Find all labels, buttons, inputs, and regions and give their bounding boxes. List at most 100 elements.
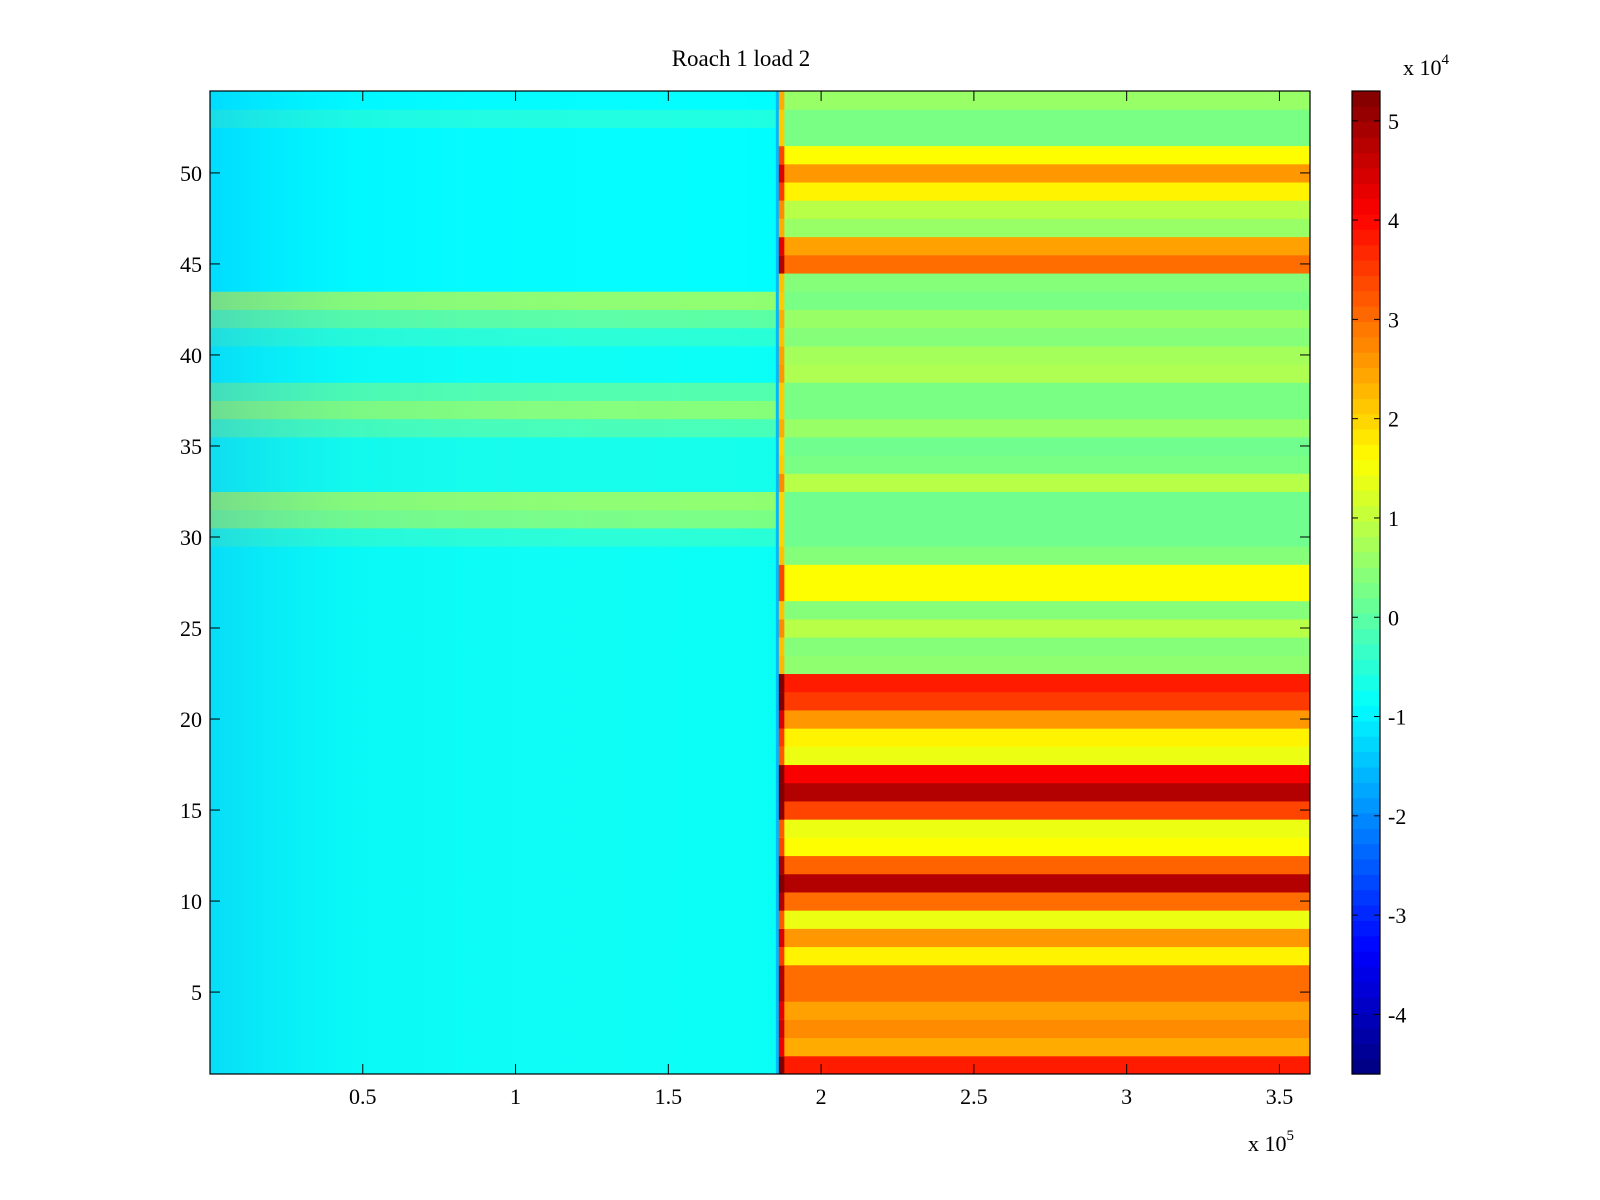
heatmap-cell-right-row-35 — [778, 436, 1310, 456]
colorbar-swatch — [1352, 474, 1380, 491]
heatmap-onset-row-2 — [778, 1037, 785, 1057]
y-tick-label: 25 — [180, 616, 202, 641]
plot-frame — [209, 90, 1311, 1075]
heatmap-cell-right-row-36 — [778, 418, 1310, 438]
colorbar-swatch — [1352, 259, 1380, 276]
plot-area — [209, 90, 1311, 1075]
x-axis-multiplier-base: x 10 — [1248, 1131, 1287, 1156]
heatmap-onset-row-21 — [778, 691, 785, 711]
heatmap-onset-row-12 — [778, 855, 785, 875]
colorbar-swatch — [1352, 736, 1380, 753]
heatmap-cell-right-row-50 — [778, 163, 1310, 183]
colorbar-swatch — [1352, 597, 1380, 614]
heatmap-cell-right-row-12 — [778, 855, 1310, 875]
heatmap-cell-right-row-34 — [778, 455, 1310, 474]
heatmap-cell-right-row-14 — [778, 819, 1310, 838]
colorbar-swatch — [1352, 997, 1380, 1014]
heatmap-onset-row-24 — [778, 637, 785, 656]
colorbar-swatch — [1352, 690, 1380, 706]
heatmap-onset-row-6 — [778, 964, 785, 984]
heatmap-onset-row-48 — [778, 200, 785, 219]
heatmap-onset-row-39 — [778, 364, 785, 383]
colorbar-swatch — [1352, 536, 1380, 553]
colorbar-swatch — [1352, 490, 1380, 507]
colorbar-swatch — [1352, 367, 1380, 384]
heatmap-cell-right-row-13 — [778, 837, 1310, 857]
heatmap-cell-right-row-54 — [778, 91, 1310, 110]
heatmap-onset-row-31 — [778, 509, 785, 529]
heatmap-cell-right-row-51 — [778, 145, 1310, 165]
colorbar-multiplier-exponent: 4 — [1442, 52, 1450, 68]
heatmap-onset-row-3 — [778, 1019, 785, 1039]
x-tick-label: 3.5 — [1266, 1084, 1294, 1109]
colorbar-swatch — [1352, 306, 1380, 322]
heatmap-onset-row-11 — [778, 873, 785, 893]
heatmap-cell-right-row-44 — [778, 273, 1310, 292]
colorbar-swatch — [1352, 567, 1380, 584]
heatmap-cell-right-row-39 — [778, 364, 1310, 383]
colorbar-swatch — [1352, 720, 1380, 737]
colorbar-swatch — [1352, 674, 1380, 691]
heatmap-cell-right-row-27 — [778, 582, 1310, 602]
colorbar-swatch — [1352, 705, 1380, 722]
colorbar-swatch — [1352, 935, 1380, 952]
heatmap-cell-right-row-6 — [778, 964, 1310, 984]
heatmap-cell-right-row-28 — [778, 564, 1310, 583]
x-tick-label: 0.5 — [349, 1084, 377, 1109]
colorbar-swatch — [1352, 613, 1380, 630]
heatmap-onset-row-26 — [778, 600, 785, 620]
heatmap-cell-right-row-25 — [778, 618, 1310, 638]
heatmap-cell-right-row-41 — [778, 327, 1310, 347]
heatmap-onset-row-52 — [778, 127, 785, 147]
left-region-shading — [210, 91, 779, 1074]
colorbar-swatch — [1352, 1043, 1380, 1060]
y-tick-label: 5 — [191, 980, 202, 1005]
colorbar-tick-label: 2 — [1388, 407, 1399, 432]
colorbar-swatch — [1352, 167, 1380, 184]
colorbar-swatch — [1352, 874, 1380, 891]
heatmap-onset-row-9 — [778, 910, 785, 929]
heatmap-onset-row-32 — [778, 491, 785, 511]
heatmap-onset-row-33 — [778, 473, 785, 492]
x-tick-label: 1.5 — [655, 1084, 683, 1109]
heatmap-cell-right-row-53 — [778, 109, 1310, 128]
colorbar-swatch — [1352, 275, 1380, 292]
heatmap-cell-right-row-48 — [778, 200, 1310, 219]
colorbar-swatch — [1352, 244, 1380, 261]
x-tick-label: 2.5 — [960, 1084, 988, 1109]
colorbar-swatch — [1352, 321, 1380, 338]
chart-title: Roach 1 load 2 — [672, 46, 811, 71]
heatmap-cell-right-row-24 — [778, 637, 1310, 656]
heatmap-onset-row-51 — [778, 145, 785, 165]
colorbar-tick-label: -3 — [1388, 903, 1406, 928]
heatmap-cell-right-row-37 — [778, 400, 1310, 420]
colorbar-tick-label: -4 — [1388, 1002, 1406, 1027]
colorbar-swatch — [1352, 889, 1380, 906]
heatmap-cell-right-row-46 — [778, 236, 1310, 256]
colorbar-swatch — [1352, 920, 1380, 937]
colorbar-swatch — [1352, 444, 1380, 461]
heatmap-onset-row-34 — [778, 455, 785, 474]
heatmap-cell-right-row-8 — [778, 928, 1310, 948]
heatmap-cell-right-row-45 — [778, 254, 1310, 274]
heatmap-cell-right-row-31 — [778, 509, 1310, 529]
heatmap-cell-right-row-2 — [778, 1037, 1310, 1057]
heatmap-cell-right-row-26 — [778, 600, 1310, 620]
colorbar-swatch — [1352, 398, 1380, 415]
heatmap-onset-row-41 — [778, 327, 785, 347]
colorbar-swatch — [1352, 459, 1380, 476]
colorbar-tick-label: 1 — [1388, 506, 1399, 531]
colorbar-swatch — [1352, 229, 1380, 246]
heatmap-onset-row-27 — [778, 582, 785, 602]
heatmap-cell-right-row-30 — [778, 527, 1310, 547]
colorbar-multiplier-base: x 10 — [1403, 55, 1442, 80]
colorbar-swatch — [1352, 121, 1380, 138]
heatmap-cell-right-row-32 — [778, 491, 1310, 511]
colorbar: -4 -3 -2 -1 0 1 2 3 4 5 — [1351, 90, 1406, 1075]
colorbar-swatch — [1352, 905, 1380, 922]
y-tick-label: 45 — [180, 252, 202, 277]
colorbar-swatch — [1352, 413, 1380, 430]
heatmap-cell-right-row-15 — [778, 800, 1310, 820]
heatmap-onset-row-54 — [778, 91, 785, 110]
heatmap-cell-right-row-11 — [778, 873, 1310, 893]
